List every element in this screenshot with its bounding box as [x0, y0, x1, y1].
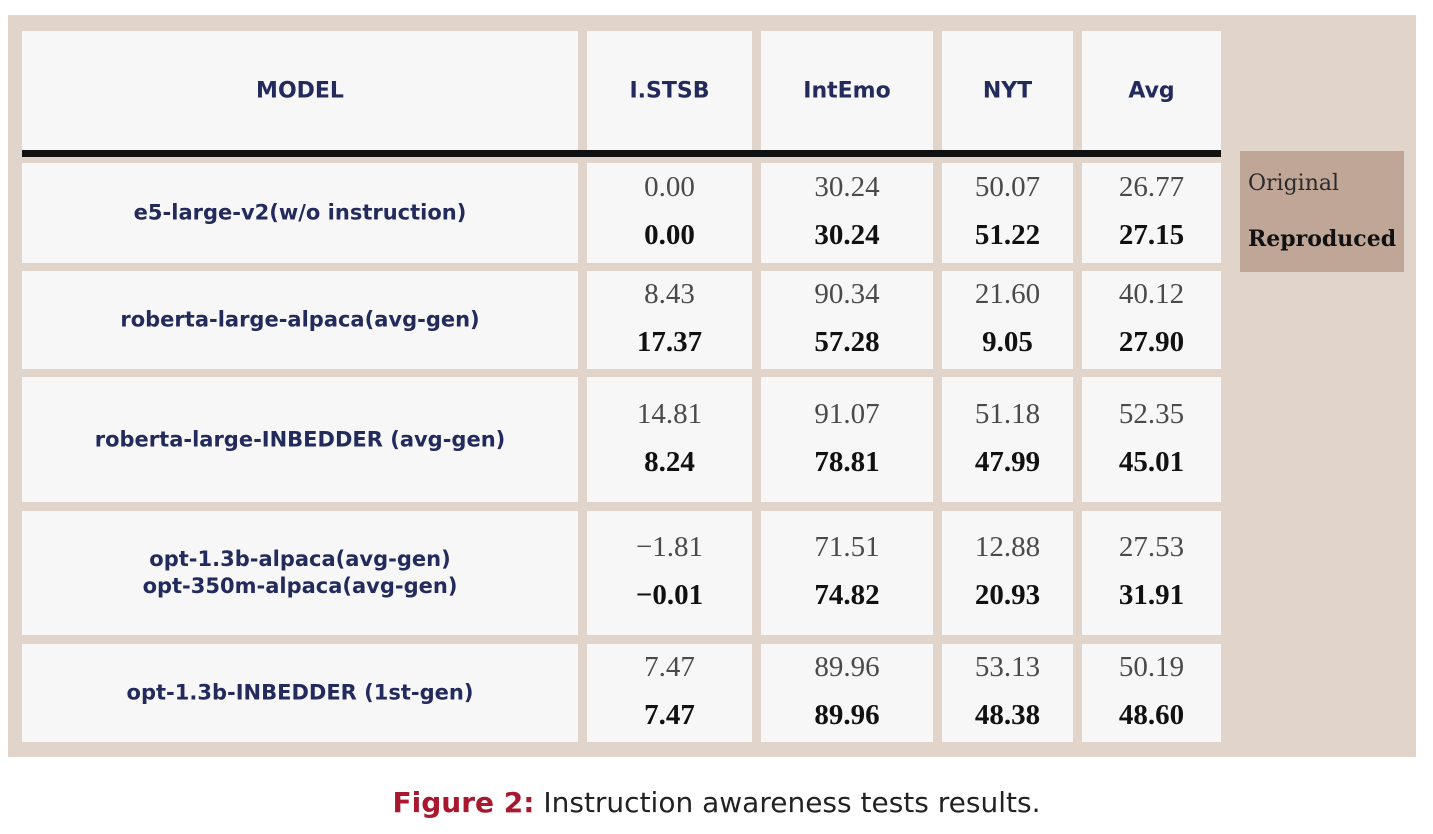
legend-original: Original — [1248, 171, 1340, 196]
value-cell-istsb: 7.47 7.47 — [587, 644, 752, 742]
original-value: 90.34 — [814, 278, 880, 310]
reproduced-value: 9.05 — [982, 326, 1033, 358]
header-cell-avg: Avg — [1082, 31, 1221, 150]
reproduced-value: 27.15 — [1118, 219, 1185, 251]
value-cell-nyt: 50.07 51.22 — [942, 163, 1073, 263]
reproduced-value: 17.37 — [636, 326, 703, 358]
model-name: opt-1.3b-INBEDDER (1st-gen) — [22, 680, 578, 707]
column-header: Avg — [1128, 78, 1175, 103]
original-value: 8.43 — [644, 278, 695, 310]
legend: Original Reproduced — [1240, 151, 1404, 272]
model-name: roberta-large-INBEDDER (avg-gen) — [22, 426, 578, 453]
reproduced-value: 48.60 — [1118, 699, 1185, 731]
model-name-line: e5-large-v2(w/o instruction) — [133, 200, 467, 225]
value-cell-nyt: 51.18 47.99 — [942, 377, 1073, 502]
caption-text: Instruction awareness tests results. — [534, 786, 1041, 819]
figure-caption: Figure 2: Instruction awareness tests re… — [0, 786, 1433, 819]
value-cell-avg: 52.35 45.01 — [1082, 377, 1221, 502]
column-header: I.STSB — [629, 78, 710, 103]
original-value: 51.18 — [974, 397, 1041, 430]
original-value: 0.00 — [644, 171, 695, 203]
model-name: e5-large-v2(w/o instruction) — [22, 200, 578, 227]
original-value: 89.96 — [814, 651, 880, 683]
value-cell-intemo: 90.34 57.28 — [761, 271, 933, 369]
original-value: 40.12 — [1118, 278, 1185, 310]
model-cell: opt-1.3b-INBEDDER (1st-gen) — [22, 644, 578, 742]
original-value: −1.81 — [635, 531, 704, 563]
value-cell-nyt: 53.13 48.38 — [942, 644, 1073, 742]
column-header: MODEL — [256, 78, 344, 103]
reproduced-value: 89.96 — [814, 699, 880, 731]
model-cell: roberta-large-INBEDDER (avg-gen) — [22, 377, 578, 502]
reproduced-value: 0.00 — [644, 219, 695, 251]
reproduced-value: 51.22 — [974, 219, 1041, 251]
header-cell-intemo: IntEmo — [761, 31, 933, 150]
value-cell-nyt: 21.60 9.05 — [942, 271, 1073, 369]
value-cell-istsb: 14.81 8.24 — [587, 377, 752, 502]
model-name-line: opt-1.3b-INBEDDER (1st-gen) — [126, 680, 474, 705]
original-value: 14.81 — [636, 397, 703, 430]
reproduced-value: 74.82 — [814, 579, 880, 611]
column-header: IntEmo — [803, 78, 891, 103]
model-name-line: roberta-large-alpaca(avg-gen) — [120, 307, 480, 332]
header-rule — [22, 150, 1221, 157]
value-cell-avg: 40.12 27.90 — [1082, 271, 1221, 369]
original-value: 52.35 — [1118, 397, 1185, 430]
reproduced-value: 78.81 — [814, 445, 880, 478]
caption-label: Figure 2: — [392, 786, 535, 819]
reproduced-value: 8.24 — [644, 445, 695, 478]
reproduced-value: 27.90 — [1118, 326, 1185, 358]
original-value: 91.07 — [814, 397, 880, 430]
reproduced-value: 31.91 — [1118, 579, 1185, 611]
value-cell-avg: 27.53 31.91 — [1082, 511, 1221, 635]
original-value: 30.24 — [814, 171, 880, 203]
original-value: 50.07 — [974, 171, 1041, 203]
header-cell-nyt: NYT — [942, 31, 1073, 150]
header-cell-model: MODEL — [22, 31, 578, 150]
value-cell-istsb: 0.00 0.00 — [587, 163, 752, 263]
original-value: 21.60 — [974, 278, 1041, 310]
reproduced-value: 57.28 — [814, 326, 880, 358]
original-value: 50.19 — [1118, 651, 1185, 683]
reproduced-value: 7.47 — [644, 699, 695, 731]
model-name: roberta-large-alpaca(avg-gen) — [22, 307, 578, 334]
model-name-line: opt-1.3b-alpaca(avg-gen) — [149, 547, 451, 571]
header-cell-istsb: I.STSB — [587, 31, 752, 150]
model-cell: e5-large-v2(w/o instruction) — [22, 163, 578, 263]
value-cell-istsb: 8.43 17.37 — [587, 271, 752, 369]
original-value: 12.88 — [974, 531, 1041, 563]
reproduced-value: 30.24 — [814, 219, 880, 251]
reproduced-value: 47.99 — [974, 445, 1041, 478]
model-cell: roberta-large-alpaca(avg-gen) — [22, 271, 578, 369]
reproduced-value: 48.38 — [974, 699, 1041, 731]
original-value: 53.13 — [974, 651, 1041, 683]
model-cell: opt-1.3b-alpaca(avg-gen) opt-350m-alpaca(… — [22, 511, 578, 635]
reproduced-value: 20.93 — [974, 579, 1041, 611]
original-value: 27.53 — [1118, 531, 1185, 563]
value-cell-intemo: 91.07 78.81 — [761, 377, 933, 502]
value-cell-intemo: 89.96 89.96 — [761, 644, 933, 742]
reproduced-value: −0.01 — [635, 579, 704, 611]
original-value: 26.77 — [1118, 171, 1185, 203]
model-name: opt-1.3b-alpaca(avg-gen) opt-350m-alpaca(… — [22, 546, 578, 600]
value-cell-avg: 26.77 27.15 — [1082, 163, 1221, 263]
legend-reproduced: Reproduced — [1248, 226, 1397, 252]
original-value: 71.51 — [814, 531, 880, 563]
value-cell-avg: 50.19 48.60 — [1082, 644, 1221, 742]
column-header: NYT — [982, 78, 1033, 103]
original-value: 7.47 — [644, 651, 695, 683]
value-cell-intemo: 71.51 74.82 — [761, 511, 933, 635]
reproduced-value: 45.01 — [1118, 445, 1185, 478]
value-cell-nyt: 12.88 20.93 — [942, 511, 1073, 635]
value-cell-intemo: 30.24 30.24 — [761, 163, 933, 263]
model-name-line: opt-350m-alpaca(avg-gen) — [142, 574, 458, 598]
model-name-line: roberta-large-INBEDDER (avg-gen) — [94, 427, 506, 451]
value-cell-istsb: −1.81 −0.01 — [587, 511, 752, 635]
